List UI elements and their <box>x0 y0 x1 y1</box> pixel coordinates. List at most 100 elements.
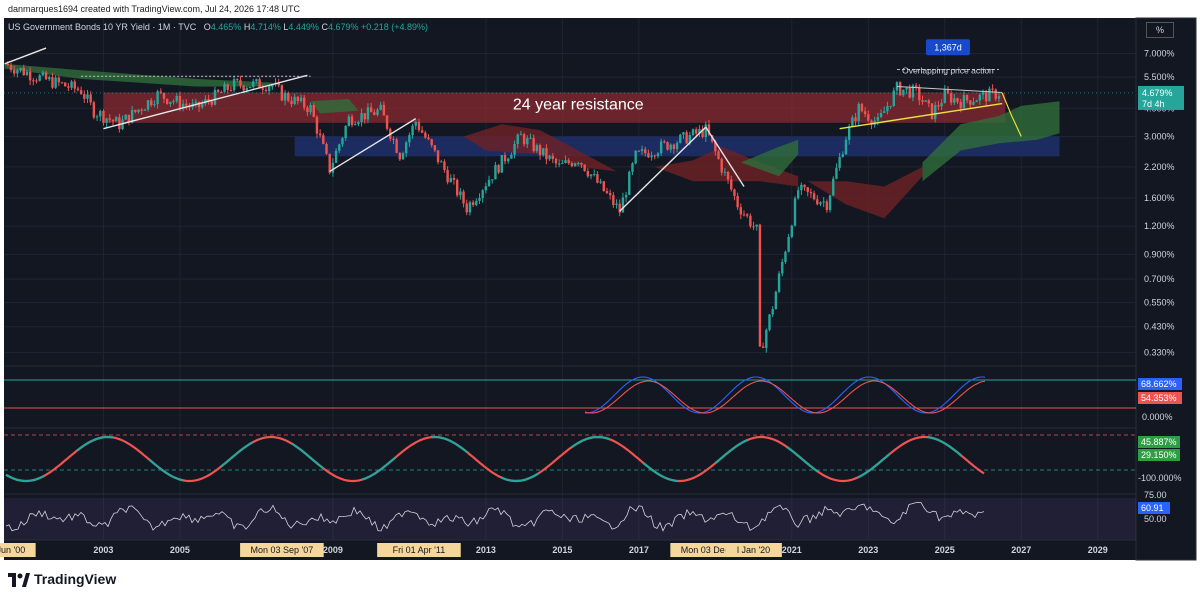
last-price-value: 4.679% <box>1142 88 1173 98</box>
price-tick-1: 5.500% <box>1144 72 1175 82</box>
candle-body-208 <box>669 144 672 150</box>
candle-body-193 <box>621 197 625 213</box>
candle-body-148 <box>478 197 481 201</box>
candle-body-239 <box>768 314 771 330</box>
candle-body-223 <box>717 151 720 159</box>
stoch-k-badge <box>1138 378 1182 390</box>
candle-body-241 <box>774 291 778 310</box>
percent-scale-button[interactable]: % <box>1146 22 1174 38</box>
price-tick-11: 0.330% <box>1144 348 1175 358</box>
candle-body-34 <box>114 117 118 122</box>
candle-body-181 <box>583 164 586 171</box>
candle-body-156 <box>503 155 507 162</box>
time-tick-3: 2013 <box>476 545 496 555</box>
candle-body-160 <box>516 134 519 144</box>
candle-body-177 <box>570 163 574 167</box>
legend-close: 4.679% <box>327 22 359 32</box>
candle-body-49 <box>162 92 166 99</box>
candle-body-22 <box>76 88 80 91</box>
candle-body-131 <box>424 132 427 138</box>
candle-body-217 <box>698 128 701 134</box>
candle-body-19 <box>67 86 70 88</box>
candle-body-242 <box>777 273 781 292</box>
candle-body-196 <box>631 163 634 172</box>
stoch-d-badge <box>1138 392 1182 404</box>
candle-body-289 <box>927 100 931 104</box>
trend-line-3 <box>329 118 417 173</box>
time-badge-2 <box>377 543 461 557</box>
candle-body-237 <box>761 346 765 348</box>
candle-body-197 <box>634 150 637 164</box>
candle-body-125 <box>404 142 408 154</box>
candle-body-9 <box>35 80 38 82</box>
candle-body-60 <box>197 101 201 108</box>
candle-body-126 <box>408 135 411 143</box>
candle-body-287 <box>921 100 924 102</box>
candle-body-174 <box>561 162 564 164</box>
candle-body-152 <box>491 179 494 181</box>
candle-body-293 <box>940 103 943 107</box>
candle-body-11 <box>41 72 45 76</box>
candle-body-73 <box>239 80 242 86</box>
candle-body-297 <box>953 98 956 103</box>
time-badge-4 <box>725 543 782 557</box>
candle-body-202 <box>650 155 653 158</box>
candle-body-261 <box>838 156 841 168</box>
candle-body-43 <box>143 109 147 111</box>
candle-body-270 <box>867 114 870 121</box>
legend-low: 4.449% <box>288 22 319 32</box>
candle-body-248 <box>796 190 800 199</box>
candle-body-227 <box>730 179 733 190</box>
candle-body-226 <box>726 171 730 180</box>
symbol-legend: US Government Bonds 10 YR Yield · 1M · T… <box>8 22 428 32</box>
candle-body-6 <box>25 71 29 76</box>
candle-body-97 <box>315 116 319 134</box>
candle-body-67 <box>220 92 223 94</box>
candle-body-235 <box>755 224 758 227</box>
candle-body-176 <box>567 160 570 164</box>
candle-body-280 <box>898 82 902 96</box>
tradingview-brand: TradingView <box>34 571 117 587</box>
candle-body-290 <box>930 103 934 119</box>
candle-body-119 <box>385 115 389 129</box>
time-tick-6: 2021 <box>782 545 802 555</box>
candle-body-218 <box>701 128 704 138</box>
candle-body-163 <box>526 138 529 145</box>
candle-body-142 <box>459 191 462 196</box>
candle-body-162 <box>522 134 526 145</box>
candle-body-136 <box>440 161 443 163</box>
time-tick-4: 2015 <box>552 545 572 555</box>
candle-body-245 <box>787 236 790 252</box>
time-badge-1 <box>240 543 324 557</box>
candle-body-59 <box>194 101 198 104</box>
candle-body-46 <box>153 104 156 106</box>
price-tick-9: 0.550% <box>1144 298 1175 308</box>
candle-body-285 <box>914 85 918 88</box>
candle-body-55 <box>181 103 185 108</box>
candle-body-310 <box>994 89 997 99</box>
candle-body-252 <box>809 191 813 194</box>
candle-body-23 <box>79 90 83 95</box>
candle-body-106 <box>344 126 347 139</box>
cloud-segment-1 <box>4 63 273 87</box>
candle-body-247 <box>793 198 797 226</box>
price-tick-6: 1.200% <box>1144 221 1175 231</box>
candle-body-259 <box>832 178 835 196</box>
candle-body-157 <box>506 158 510 162</box>
candle-body-264 <box>847 126 851 140</box>
candle-body-256 <box>822 201 825 203</box>
candle-body-30 <box>102 110 105 123</box>
candle-body-215 <box>691 129 695 136</box>
candle-body-301 <box>965 95 969 101</box>
candle-body-236 <box>758 224 762 347</box>
candle-body-169 <box>545 148 548 160</box>
candle-body-48 <box>159 91 162 93</box>
time-tick-7: 2023 <box>858 545 878 555</box>
candle-body-249 <box>800 184 803 191</box>
candle-body-288 <box>924 100 927 102</box>
candle-body-271 <box>870 120 873 125</box>
time-tick-5: 2017 <box>629 545 649 555</box>
rsi-50-tick: 50.00 <box>1144 514 1167 524</box>
